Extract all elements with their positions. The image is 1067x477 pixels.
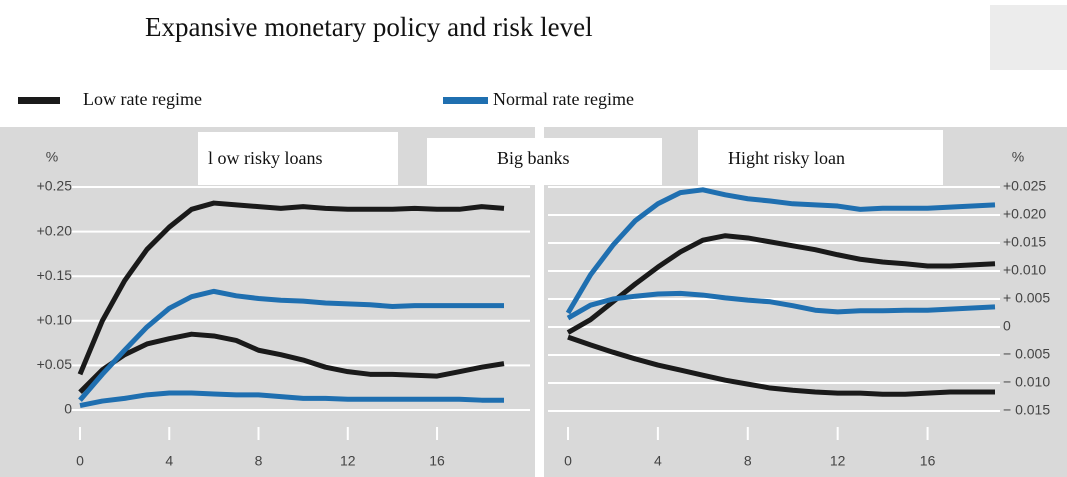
series-line [565, 187, 996, 315]
series-line [78, 331, 505, 394]
series-line [566, 290, 996, 321]
x-tick-label: 16 [429, 453, 445, 469]
x-tick-label: 4 [165, 453, 173, 469]
legend-swatch [18, 97, 60, 104]
y-tick-label: +0.25 [37, 178, 73, 194]
y-tick-label: +0.10 [37, 312, 73, 328]
series-line [78, 288, 504, 402]
x-tick-label: 8 [255, 453, 263, 469]
y-tick-label: +0.20 [37, 222, 73, 238]
y-tick-label: − 0.015 [1003, 402, 1050, 418]
y-tick-label: 0 [1003, 318, 1011, 334]
plots: % 0 +0.05 +0.10 +0.15 +0.20 +0.25 0 4 8 12 16% − 0.0… [37, 149, 1051, 469]
legend-label: Normal rate regime [493, 89, 634, 109]
y-tick-label: − 0.005 [1003, 346, 1050, 362]
x-tick-label: 12 [340, 453, 356, 469]
x-tick-label: 0 [76, 453, 84, 469]
x-tick-label: 8 [744, 453, 752, 469]
y-tick-label: +0.015 [1003, 234, 1046, 250]
panel-label: Hight risky loan [728, 148, 845, 168]
x-tick-label: 0 [564, 453, 572, 469]
legend-swatch [443, 97, 488, 104]
panel-label: Big banks [497, 148, 570, 168]
series-line [566, 233, 996, 335]
y-tick-label: − 0.010 [1003, 374, 1050, 390]
x-tick-label: 16 [920, 453, 936, 469]
series-line [79, 390, 504, 408]
series-line [567, 334, 995, 397]
chart-title: Expansive monetary policy and risk level [145, 12, 593, 42]
panel-separator [535, 127, 544, 477]
y-tick-label: +0.020 [1003, 206, 1046, 222]
label-box [698, 130, 943, 185]
label-box [198, 132, 398, 185]
y-tick-label: +0.010 [1003, 262, 1046, 278]
panel-label: l ow risky loans [208, 148, 323, 168]
y-tick-label: +0.15 [37, 267, 73, 283]
y-tick-label: +0.05 [37, 356, 73, 372]
y-axis-label: % [1012, 149, 1024, 165]
corner-block [990, 5, 1067, 70]
y-tick-label: +0.025 [1003, 178, 1046, 194]
series-line [77, 200, 505, 376]
x-tick-label: 12 [830, 453, 846, 469]
legend-label: Low rate regime [83, 89, 202, 109]
label-box [427, 138, 662, 185]
y-tick-label: 0 [64, 401, 72, 417]
x-tick-label: 4 [654, 453, 662, 469]
y-axis-label: % [46, 149, 58, 165]
y-tick-label: + 0.005 [1003, 290, 1050, 306]
